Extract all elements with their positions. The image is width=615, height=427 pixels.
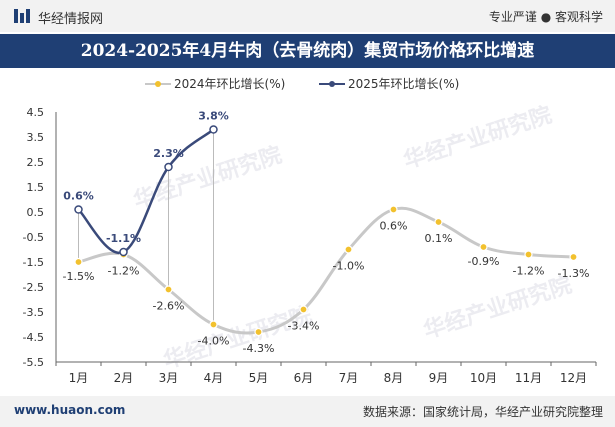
footer: www.huaon.com 数据来源：国家统计局，华经产业研究院整理 <box>0 396 615 427</box>
x-tick-label: 10月 <box>470 371 497 385</box>
series-2024-point <box>434 217 443 227</box>
x-tick-label: 12月 <box>560 371 587 385</box>
y-tick-label: -5.5 <box>23 356 44 369</box>
series-2025-point <box>119 247 128 257</box>
series-2024-point <box>344 245 353 254</box>
series-2024-data-label: 0.1% <box>425 232 453 245</box>
y-tick-label: 4.5 <box>27 106 45 119</box>
series-2024-data-label: -3.4% <box>288 320 320 333</box>
series-2024-data-label: 0.6% <box>380 220 408 233</box>
legend-2025-marker <box>329 81 335 87</box>
slogan: 专业严谨 ● 客观科学 <box>488 10 603 24</box>
x-tick-label: 8月 <box>384 371 404 385</box>
website-link[interactable]: www.huaon.com <box>14 403 126 417</box>
x-tick-label: 6月 <box>294 371 314 385</box>
x-tick-label: 1月 <box>69 371 89 385</box>
series-2024-point <box>479 242 488 252</box>
x-tick-label: 9月 <box>429 371 449 385</box>
series-2025-point <box>164 162 173 172</box>
series-2024-point <box>569 252 578 262</box>
chart-title: 2024-2025年4月牛肉（去骨统肉）集贸市场价格环比增速 <box>80 41 535 61</box>
series-2024-point <box>254 327 263 337</box>
series-2024-point <box>524 250 533 259</box>
series-2024-data-label: -1.2% <box>513 265 545 278</box>
series-2025-point <box>74 205 83 214</box>
series-2024-data-label: -1.0% <box>333 260 365 273</box>
series-2024-point <box>209 320 218 329</box>
series-2025-line <box>77 128 215 255</box>
y-tick-label: 1.5 <box>27 181 45 194</box>
series-2024-point <box>164 285 173 294</box>
y-tick-label: -3.5 <box>23 306 44 319</box>
x-tick-label: 3月 <box>159 371 179 385</box>
series-2025-data-label: 2.3% <box>153 147 184 160</box>
y-tick-label: 0.5 <box>27 206 45 219</box>
legend-2025-label: 2025年环比增长(%) <box>348 77 459 91</box>
series-2024-data-label: -1.2% <box>108 265 140 278</box>
series-2024-line <box>78 206 574 335</box>
x-tick-label: 7月 <box>339 371 359 385</box>
series-2025-data-label: 3.8% <box>198 110 229 123</box>
y-tick-label: -2.5 <box>23 281 44 294</box>
x-tick-label: 2月 <box>114 371 134 385</box>
series-2024-data-label: -2.6% <box>153 300 185 313</box>
series-2024-point <box>74 257 83 267</box>
series-2024-data-label: -1.3% <box>558 267 590 280</box>
top-bar: 华经情报网 专业严谨 ● 客观科学 <box>0 0 615 32</box>
series-2024-point <box>299 305 308 314</box>
legend-2024-label: 2024年环比增长(%) <box>174 77 285 91</box>
legend-2024-marker <box>155 81 161 87</box>
series-2024-data-label: -4.0% <box>198 335 230 348</box>
series-2024-data-label: -1.5% <box>63 270 95 283</box>
series-2024-point <box>389 205 398 214</box>
y-tick-label: 3.5 <box>27 131 45 144</box>
brand-name: 华经情报网 <box>38 12 104 27</box>
logo-icon <box>14 9 30 23</box>
series-2024-data-label: -4.3% <box>243 342 275 355</box>
x-tick-label: 11月 <box>515 371 542 385</box>
series-2025-data-label: -1.1% <box>106 232 141 245</box>
y-tick-label: 2.5 <box>27 156 45 169</box>
y-tick-label: -0.5 <box>23 231 44 244</box>
x-tick-label: 5月 <box>249 371 269 385</box>
y-tick-label: -1.5 <box>23 256 44 269</box>
series-2025-point <box>209 125 218 134</box>
line-chart: 4.5 3.5 2.5 1.5 0.5 -0.5 -1.5 -2.5 -3.5 -4.5 -5.5 1… <box>23 77 597 385</box>
title-bar: 2024-2025年4月牛肉（去骨统肉）集贸市场价格环比增速 <box>0 34 615 68</box>
series-2025-data-label: 0.6% <box>63 190 94 203</box>
x-tick-label: 4月 <box>204 371 224 385</box>
y-tick-label: -4.5 <box>23 331 44 344</box>
data-source: 数据来源：国家统计局，华经产业研究院整理 <box>362 405 603 419</box>
series-2024-data-label: -0.9% <box>468 255 500 268</box>
